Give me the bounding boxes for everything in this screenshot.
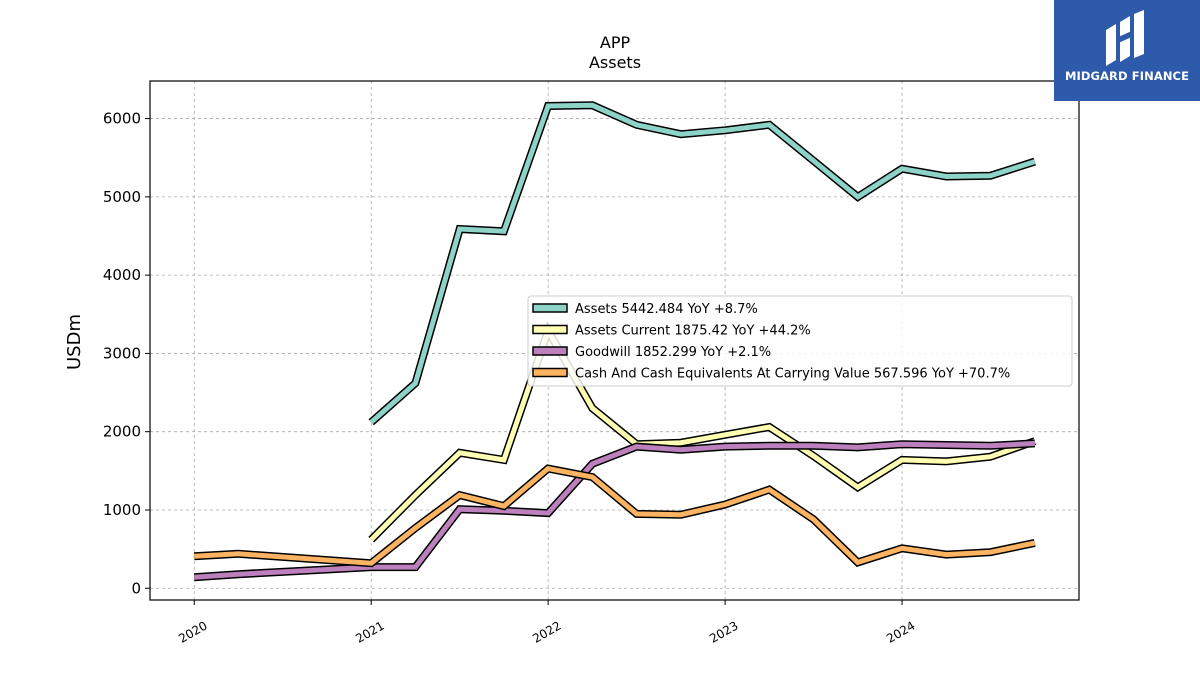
x-tick-label: 2021	[353, 618, 386, 645]
series-line	[194, 440, 1035, 580]
series-line	[369, 102, 1036, 425]
legend-swatch	[532, 324, 568, 335]
x-tick-label: 2024	[884, 618, 917, 645]
y-axis-label: USDm	[64, 314, 85, 370]
series-2	[193, 439, 1036, 582]
series-lines	[193, 101, 1037, 582]
series-1	[368, 321, 1037, 543]
legend-item: Goodwill 1852.299 YoY +2.1%	[532, 345, 771, 360]
legend-label: Goodwill 1852.299 YoY +2.1%	[575, 345, 771, 360]
legend-label: Assets Current 1875.42 YoY +44.2%	[575, 324, 811, 339]
x-tick-label: 2023	[707, 618, 740, 645]
series-line	[194, 465, 1036, 566]
legend-item: Assets 5442.484 YoY +8.7%	[532, 302, 758, 317]
y-tick-label: 5000	[103, 188, 141, 206]
series-0	[368, 101, 1037, 426]
legend-label: Assets 5442.484 YoY +8.7%	[575, 302, 758, 317]
y-tick-label: 4000	[103, 266, 141, 284]
legend-swatch	[532, 367, 568, 378]
legend-item: Cash And Cash Equivalents At Carrying Va…	[532, 367, 1010, 382]
legend-swatch	[532, 303, 568, 313]
legend-box	[527, 295, 1073, 387]
x-tick-label: 2020	[176, 618, 209, 645]
y-tick-label: 2000	[103, 423, 141, 441]
legend-label: Cash And Cash Equivalents At Carrying Va…	[575, 367, 1010, 382]
chart-title: APP	[600, 33, 631, 52]
midgard-finance-logo: MIDGARD FINANCE	[1054, 0, 1200, 101]
series-3	[193, 464, 1036, 568]
y-tick-label: 6000	[103, 110, 141, 128]
y-tick-label: 0	[131, 579, 141, 597]
series-line	[369, 324, 1036, 542]
logo-text: MIDGARD FINANCE	[1064, 69, 1190, 83]
midgard-logo-icon	[1106, 10, 1144, 66]
x-tick-label: 2022	[530, 618, 563, 645]
legend-item: Assets Current 1875.42 YoY +44.2%	[532, 324, 811, 339]
axis-ticks: 0 1000 2000 3000 4000 5000 6000 2020 2021 2022 202…	[103, 110, 918, 646]
plot-frame	[149, 80, 1080, 601]
y-tick-label: 3000	[103, 344, 141, 362]
legend: Assets 5442.484 YoY +8.7% Assets Current …	[527, 295, 1073, 387]
legend-swatch	[532, 346, 568, 356]
chart-subtitle: Assets	[589, 53, 641, 72]
y-tick-label: 1000	[103, 501, 141, 519]
